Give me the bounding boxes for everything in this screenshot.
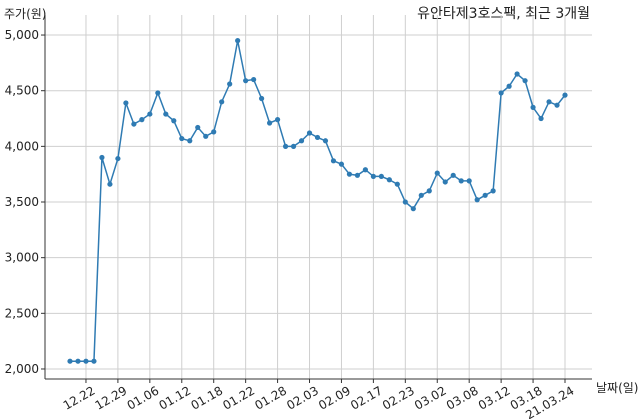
point: [83, 358, 89, 364]
point: [282, 143, 289, 149]
x-tick-label: 02.09: [316, 383, 353, 412]
point: [123, 100, 129, 106]
point: [362, 167, 369, 173]
point: [147, 111, 153, 117]
point: [386, 177, 392, 183]
y-tick-label: 3,000: [5, 251, 39, 265]
y-tick-label: 4,000: [5, 139, 39, 153]
point: [522, 78, 528, 84]
x-tick-label: 03.02: [412, 383, 449, 412]
point: [99, 154, 105, 161]
point: [410, 206, 416, 212]
point: [131, 121, 137, 127]
point: [203, 133, 209, 139]
x-tick-label: 01.12: [157, 383, 194, 412]
point: [219, 99, 225, 105]
x-tick-label: 01.18: [188, 383, 225, 412]
point: [498, 90, 504, 96]
point: [322, 138, 329, 144]
x-axis-label: 날짜(일): [596, 381, 638, 395]
point: [75, 358, 81, 364]
point: [338, 161, 345, 167]
chart-title: 유안타제3호스팩, 최근 3개월: [417, 6, 590, 22]
point: [67, 358, 73, 364]
point: [274, 117, 281, 123]
point: [402, 199, 408, 205]
point: [306, 130, 313, 136]
point: [562, 92, 568, 98]
point: [235, 38, 241, 44]
point: [298, 138, 305, 144]
point: [530, 104, 536, 110]
point: [482, 192, 488, 198]
point: [554, 102, 560, 108]
x-tick-label: 12.22: [61, 383, 98, 412]
point: [314, 134, 321, 141]
point: [115, 155, 121, 162]
point: [187, 138, 193, 144]
x-tick-label: 02.23: [380, 383, 417, 412]
point: [370, 173, 376, 180]
point: [546, 99, 552, 105]
point: [330, 158, 337, 164]
y-axis-label: 주가(원): [4, 7, 46, 21]
point: [378, 173, 384, 180]
x-tick-label: 02.03: [284, 383, 321, 412]
point: [195, 124, 201, 131]
point: [171, 118, 177, 124]
x-tick-label: 01.28: [252, 383, 289, 412]
point: [251, 76, 257, 83]
point: [458, 178, 464, 184]
point: [290, 143, 297, 149]
point: [259, 95, 265, 102]
point: [434, 170, 440, 176]
point: [514, 71, 520, 77]
point: [179, 135, 185, 142]
point: [466, 178, 472, 184]
point: [474, 197, 480, 203]
y-tick-label: 2,000: [5, 362, 39, 376]
point: [346, 171, 353, 177]
point: [243, 78, 249, 84]
point: [506, 83, 512, 89]
x-tick-label: 01.06: [125, 383, 162, 412]
point: [163, 111, 169, 117]
x-tick-label: 01.22: [220, 383, 257, 412]
point: [426, 188, 432, 194]
x-tick-label: 12.29: [93, 383, 130, 412]
y-tick-label: 3,500: [5, 195, 39, 209]
point: [155, 90, 161, 96]
point: [107, 181, 113, 187]
point: [394, 181, 400, 187]
point: [354, 172, 361, 178]
point: [139, 117, 145, 123]
x-tick-label: 02.17: [348, 383, 385, 412]
point: [490, 188, 496, 194]
y-tick-label: 5,000: [5, 28, 39, 42]
point: [450, 172, 456, 178]
y-tick-label: 4,500: [5, 84, 39, 98]
x-tick-label: 03.12: [476, 383, 513, 412]
y-tick-label: 2,500: [5, 306, 39, 320]
point: [442, 179, 448, 185]
point: [211, 129, 217, 135]
point: [227, 81, 233, 87]
point: [538, 115, 544, 122]
point: [266, 120, 273, 126]
point: [418, 192, 424, 198]
point: [91, 358, 97, 364]
x-tick-label: 03.08: [444, 383, 481, 412]
